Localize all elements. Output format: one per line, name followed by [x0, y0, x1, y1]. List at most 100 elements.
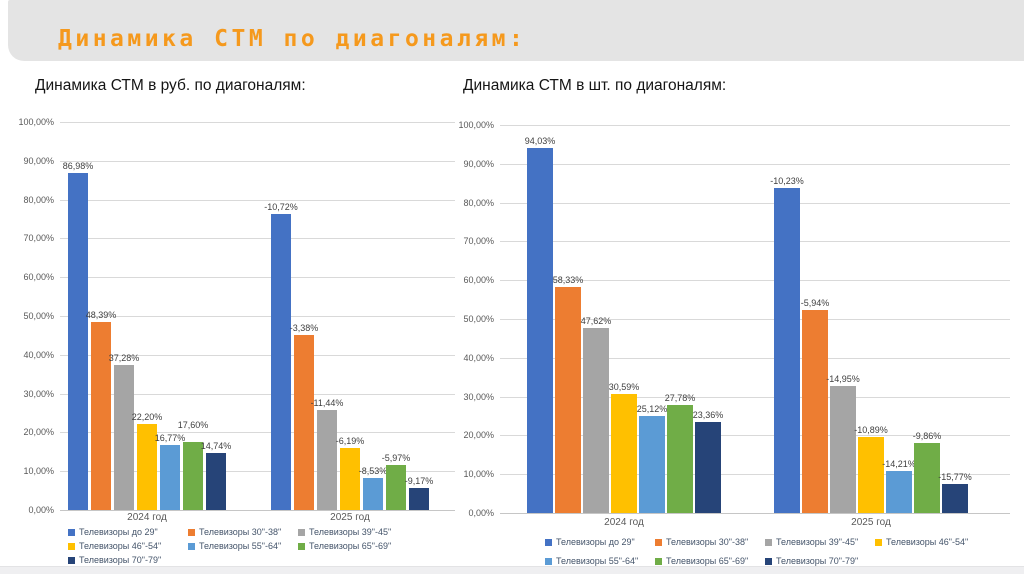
- x-axis-line: [60, 510, 455, 511]
- bar: [942, 483, 968, 513]
- legend-item: Телевизоры 30"-38": [188, 527, 281, 537]
- bar-value-label: -5,94%: [800, 297, 830, 308]
- bar: [583, 328, 609, 513]
- legend-marker: [188, 528, 195, 536]
- legend-item: Телевизоры 46"-54": [68, 541, 161, 551]
- category-label: 2024 год: [127, 512, 167, 523]
- bar: [363, 478, 383, 510]
- legend-marker: [298, 542, 305, 550]
- legend-label: Телевизоры до 29": [79, 527, 158, 537]
- gridline: [60, 316, 455, 317]
- legend-marker: [188, 542, 195, 550]
- y-axis-tick-label: 50,00%: [23, 311, 54, 321]
- bar: [183, 441, 203, 510]
- left-chart-title: Динамика СТМ в руб. по диагоналям:: [35, 77, 306, 94]
- legend-label: Телевизоры 55"-64": [199, 541, 282, 551]
- gridline: [500, 357, 1010, 359]
- footer-strip: [0, 566, 1024, 574]
- legend-marker: [875, 538, 882, 546]
- y-axis-tick-label: 60,00%: [463, 275, 494, 286]
- bar: [206, 452, 226, 510]
- bar: [695, 422, 721, 513]
- legend-marker: [68, 542, 75, 550]
- legend-item: Телевизоры 55"-64": [188, 541, 281, 551]
- gridline: [60, 199, 455, 201]
- bar: [527, 148, 553, 513]
- y-axis-tick-label: 80,00%: [23, 194, 54, 205]
- bar-value-label: 47,62%: [580, 316, 612, 327]
- bar-value-label: -8,53%: [358, 466, 388, 477]
- category-label: 2025 год: [851, 517, 891, 528]
- bar-value-label: 30,59%: [608, 382, 640, 393]
- x-axis-line: [500, 513, 1010, 514]
- y-axis-tick-label: 10,00%: [463, 469, 494, 480]
- bar: [160, 444, 180, 510]
- gridline: [60, 432, 455, 434]
- bar-value-label: 16,77%: [154, 432, 186, 443]
- legend-label: Телевизоры 65"-69": [309, 541, 392, 551]
- bar: [294, 335, 314, 510]
- legend-label: Телевизоры 30"-38": [666, 537, 749, 547]
- legend-label: Телевизоры 39"-45": [309, 527, 392, 537]
- bar-value-label: -14,21%: [882, 458, 916, 469]
- bar: [409, 488, 429, 510]
- y-axis-tick-label: 40,00%: [463, 352, 494, 363]
- legend-label: Телевизоры 65"-69": [666, 556, 749, 566]
- legend-item: Телевизоры 65"-69": [298, 541, 391, 551]
- bar-value-label: -3,38%: [289, 323, 319, 334]
- bar-value-label: 14,74%: [200, 440, 232, 451]
- bar: [802, 309, 828, 513]
- bar-value-label: 27,78%: [664, 393, 696, 404]
- gridline: [500, 241, 1010, 243]
- gridline: [60, 122, 455, 123]
- bar: [639, 415, 665, 513]
- bar: [914, 443, 940, 513]
- gridline: [60, 160, 455, 162]
- y-axis-tick-label: 100,00%: [458, 120, 494, 130]
- gridline: [60, 238, 455, 240]
- legend-label: Телевизоры до 29": [556, 537, 635, 547]
- legend-marker: [68, 528, 75, 536]
- bar-value-label: 94,03%: [524, 136, 556, 147]
- gridline: [500, 474, 1010, 476]
- bar: [386, 464, 406, 510]
- bar-value-label: 58,33%: [552, 274, 584, 285]
- legend-label: Телевизоры 30"-38": [199, 527, 282, 537]
- y-axis-tick-label: 80,00%: [463, 197, 494, 208]
- category-label: 2024 год: [604, 517, 644, 528]
- header-band: Динамика СТМ по диагоналям:: [8, 0, 1024, 61]
- gridline: [500, 319, 1010, 320]
- bar-value-label: -5,97%: [381, 452, 411, 463]
- gridline: [60, 354, 455, 356]
- bar-value-label: -6,19%: [335, 435, 365, 446]
- y-axis-tick-label: 30,00%: [23, 388, 54, 399]
- legend-label: Телевизоры 70"-79": [776, 556, 859, 566]
- bar-value-label: 17,60%: [177, 419, 209, 430]
- y-axis-tick-label: 70,00%: [463, 236, 494, 247]
- bar-value-label: -10,89%: [854, 424, 888, 435]
- legend-item: Телевизоры до 29": [545, 537, 635, 547]
- legend-item: Телевизоры 39"-45": [298, 527, 391, 537]
- gridline: [500, 163, 1010, 165]
- bar: [611, 394, 637, 513]
- bar: [91, 322, 111, 510]
- bar: [271, 214, 291, 510]
- bar: [340, 447, 360, 510]
- bar: [830, 386, 856, 513]
- legend-item: Телевизоры 30"-38": [655, 537, 748, 547]
- y-axis-tick-label: 40,00%: [23, 349, 54, 360]
- legend-item: Телевизоры 65"-69": [655, 556, 748, 566]
- legend-item: Телевизоры до 29": [68, 527, 158, 537]
- bar-value-label: 22,20%: [131, 411, 163, 422]
- y-axis-tick-label: 20,00%: [23, 427, 54, 438]
- gridline: [500, 396, 1010, 398]
- y-axis-tick-label: 100,00%: [18, 117, 54, 127]
- legend-marker: [298, 528, 305, 536]
- bar-value-label: -10,23%: [770, 175, 804, 186]
- legend-marker: [765, 557, 772, 565]
- gridline: [500, 125, 1010, 126]
- y-axis-tick-label: 20,00%: [463, 430, 494, 441]
